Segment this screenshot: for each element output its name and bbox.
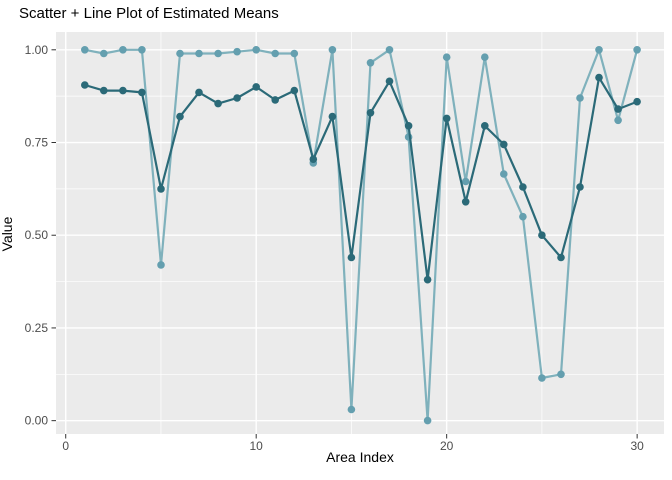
light-teal-series-point [347, 405, 356, 414]
dark-teal-series-point [633, 97, 641, 106]
dark-teal-series-point [328, 112, 337, 121]
dark-teal-series-point [290, 86, 299, 95]
dark-teal-series-point [442, 114, 451, 123]
light-teal-series-point [233, 47, 241, 56]
y-tick-label: 1.00 [25, 43, 49, 57]
light-teal-series-point [119, 46, 127, 54]
dark-teal-series-point [404, 122, 413, 130]
y-tick-label: 0.00 [25, 414, 49, 428]
dark-teal-series-point [538, 231, 546, 239]
x-tick-label: 30 [630, 439, 644, 453]
dark-teal-series-point [366, 109, 375, 117]
dark-teal-series-point [157, 185, 165, 193]
light-teal-series-point [157, 261, 165, 269]
light-teal-series-point [385, 46, 394, 54]
light-teal-series-point [633, 46, 641, 54]
dark-teal-series-point [252, 83, 260, 91]
dark-teal-series-point [309, 155, 318, 163]
plot-panel [56, 32, 664, 434]
light-teal-series-point [366, 59, 375, 67]
light-teal-series-point [195, 49, 203, 58]
light-teal-series-point [214, 49, 222, 58]
y-axis-title: Value [0, 216, 15, 252]
dark-teal-series-point [461, 198, 470, 206]
light-teal-series-point [595, 46, 603, 54]
dark-teal-series-point [519, 183, 527, 191]
light-teal-series-point [538, 374, 546, 382]
x-axis-title: Area Index [326, 449, 394, 465]
y-tick-label: 0.75 [25, 136, 49, 150]
light-teal-series-point [576, 94, 584, 102]
light-teal-series-point [442, 53, 451, 61]
dark-teal-series-point [557, 253, 565, 262]
dark-teal-series-point [614, 105, 622, 113]
light-teal-series-point [328, 46, 337, 54]
light-teal-series-point [481, 53, 489, 61]
dark-teal-series-point [481, 122, 489, 130]
dark-teal-series-point [233, 94, 241, 102]
light-teal-series-point [519, 212, 527, 221]
chart-title: Scatter + Line Plot of Estimated Means [19, 5, 279, 22]
y-tick-label: 0.50 [25, 228, 49, 242]
light-teal-series-point [138, 46, 146, 54]
dark-teal-series-point [138, 88, 146, 97]
dark-teal-series-line [83, 76, 639, 281]
dark-teal-series-point [81, 81, 89, 89]
light-teal-series-point [271, 49, 280, 58]
light-teal-series-point [176, 49, 184, 58]
dark-teal-series-point [195, 88, 203, 97]
light-teal-series-point [461, 177, 470, 186]
light-teal-series-point [252, 46, 260, 54]
light-teal-series-point [557, 370, 565, 379]
y-tick-label: 0.25 [25, 321, 49, 335]
light-teal-series-point [423, 416, 432, 425]
dark-teal-series-point [119, 86, 127, 95]
dark-teal-series-point [176, 112, 184, 121]
dark-teal-series-point [271, 96, 280, 104]
dark-teal-series-point [214, 99, 222, 108]
dark-teal-series-point [423, 275, 432, 284]
dark-teal-series-point [347, 253, 356, 262]
dark-teal-series-point [576, 183, 584, 191]
dark-teal-series-point [500, 140, 508, 149]
dark-teal-series-point [100, 86, 108, 95]
light-teal-series-point [81, 46, 89, 54]
dark-teal-series-point [595, 73, 603, 82]
x-tick-label: 10 [250, 439, 264, 453]
light-teal-series-point [614, 116, 622, 125]
x-tick-label: 20 [440, 439, 454, 453]
light-teal-series-point [500, 170, 508, 178]
light-teal-series-point [290, 49, 299, 58]
light-teal-series-point [100, 49, 108, 58]
dark-teal-series-point [385, 77, 394, 86]
x-tick-label: 0 [62, 439, 69, 453]
